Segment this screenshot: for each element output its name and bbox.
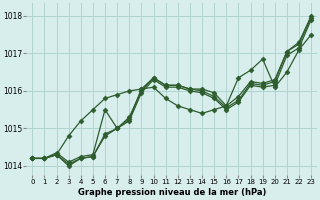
X-axis label: Graphe pression niveau de la mer (hPa): Graphe pression niveau de la mer (hPa) xyxy=(77,188,266,197)
